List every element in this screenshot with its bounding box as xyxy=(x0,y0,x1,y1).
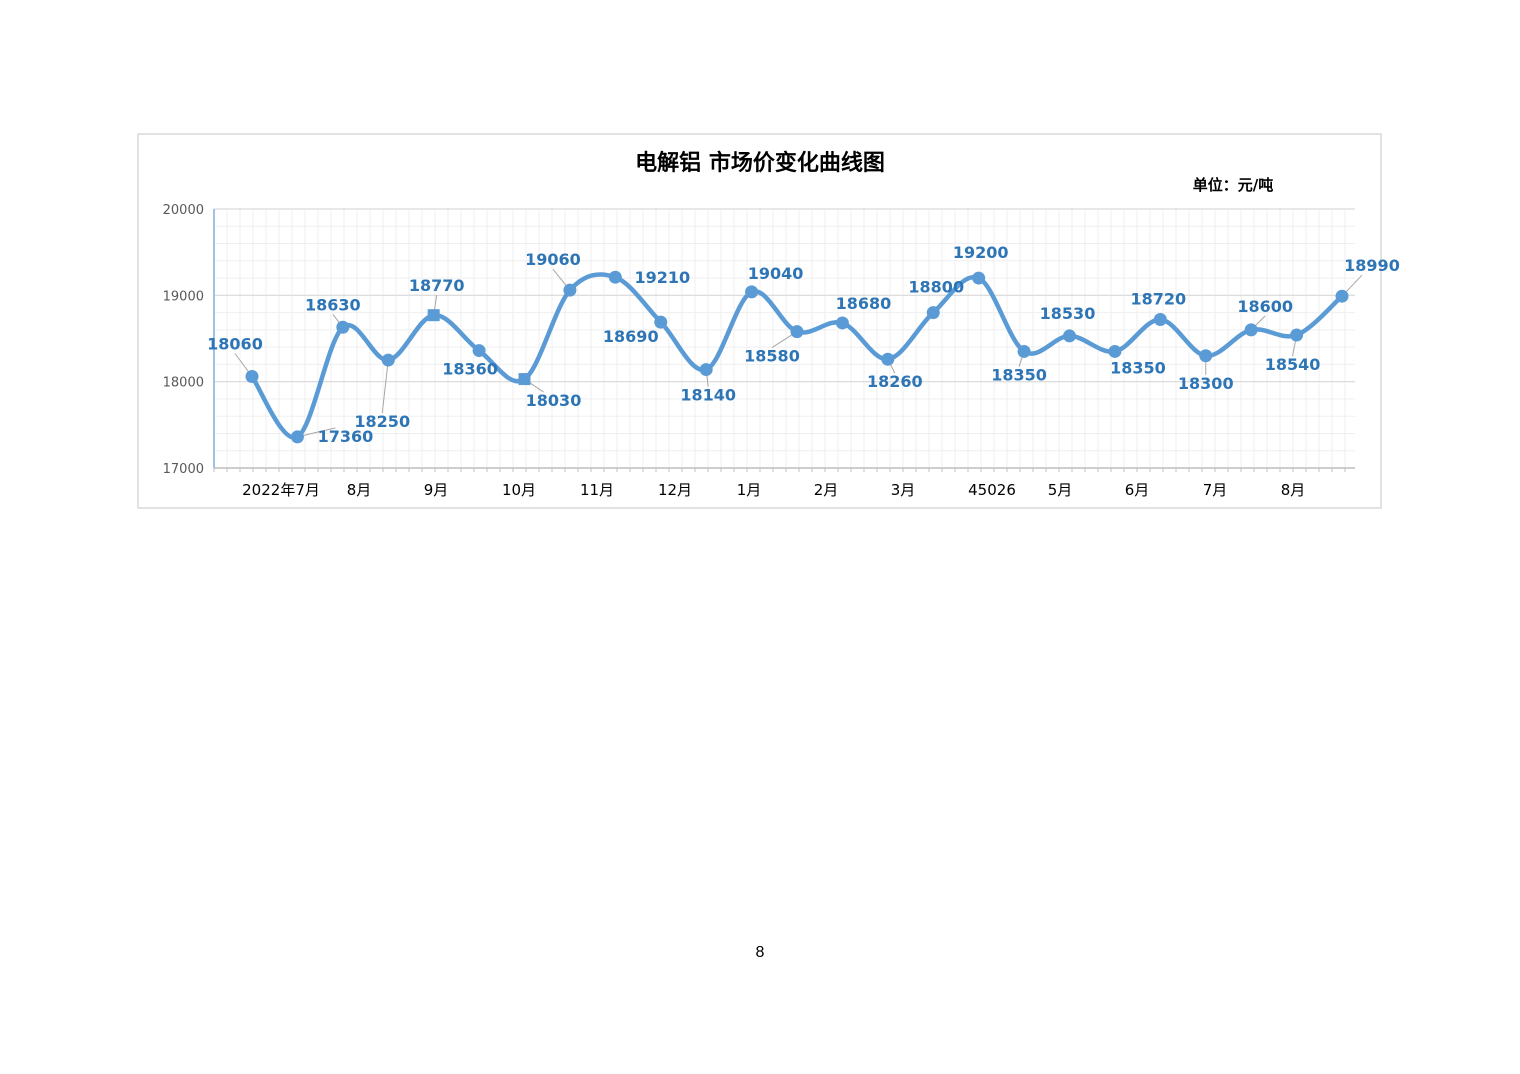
data-label: 18300 xyxy=(1178,374,1234,393)
x-tick-label: 10月 xyxy=(502,481,536,499)
data-point-marker xyxy=(972,271,986,285)
data-label: 18140 xyxy=(680,386,736,405)
x-tick-label: 12月 xyxy=(658,481,692,499)
data-point-marker xyxy=(381,353,395,367)
x-tick-label: 6月 xyxy=(1125,481,1150,499)
data-label: 18800 xyxy=(908,278,964,297)
data-label: 19060 xyxy=(525,250,581,269)
data-point-marker xyxy=(1063,329,1076,343)
y-tick-label: 19000 xyxy=(163,289,204,304)
label-leader-line xyxy=(381,360,389,414)
data-point-marker xyxy=(245,369,259,383)
data-point-marker xyxy=(1335,289,1349,303)
data-label: 18540 xyxy=(1265,355,1321,374)
x-tick-label: 8月 xyxy=(347,481,372,499)
data-point-marker xyxy=(1017,344,1031,358)
data-point-marker xyxy=(1199,349,1213,363)
data-point-marker xyxy=(290,430,304,444)
data-point-marker xyxy=(881,352,895,366)
label-leader-lines xyxy=(234,268,1363,438)
data-label: 18580 xyxy=(744,347,800,366)
data-label: 19200 xyxy=(953,243,1009,262)
data-label: 18630 xyxy=(305,295,361,314)
unit-label: 单位：元/吨 xyxy=(1193,176,1273,194)
x-tick-label: 1月 xyxy=(737,481,762,499)
data-point-marker xyxy=(1108,344,1122,358)
data-point-marker xyxy=(1290,328,1304,342)
data-label: 18600 xyxy=(1237,297,1293,316)
data-label: 18030 xyxy=(526,391,582,410)
series-line xyxy=(249,272,1345,440)
page-number: 8 xyxy=(755,944,765,961)
data-label: 18720 xyxy=(1130,290,1186,309)
data-labels: 18060 17360 18630 18250 18770 18360 18030 19060… xyxy=(207,243,1400,446)
x-tick-label: 8月 xyxy=(1281,481,1306,499)
data-point-marker xyxy=(654,315,668,329)
data-label: 17360 xyxy=(318,427,374,446)
data-label: 18260 xyxy=(867,372,923,391)
x-tick-label: 5月 xyxy=(1048,481,1073,499)
data-point-marker xyxy=(563,283,577,297)
label-leader-line xyxy=(297,427,336,438)
data-point-marker xyxy=(1153,313,1167,327)
y-tick-label: 17000 xyxy=(163,462,204,477)
x-tick-label: 45026 xyxy=(968,481,1016,499)
data-point-marker xyxy=(1244,323,1258,337)
y-tick-label: 20000 xyxy=(163,203,204,218)
data-label: 18990 xyxy=(1344,256,1400,275)
data-label: 18060 xyxy=(207,334,263,353)
x-tick-label: 2月 xyxy=(814,481,839,499)
series-markers xyxy=(245,270,1349,444)
x-axis-ticks: 2022年7月 8月 9月 10月 11月 12月 1月 2月 3月 45026 5月 6月 7月 8月 xyxy=(242,481,1305,499)
data-label: 18350 xyxy=(1110,358,1166,377)
data-label: 18250 xyxy=(354,412,410,431)
data-label: 18360 xyxy=(442,360,498,379)
data-point-marker xyxy=(472,344,486,358)
data-label: 18350 xyxy=(991,365,1047,384)
chart-title: 电解铝 市场价变化曲线图 xyxy=(635,150,885,176)
data-label: 18690 xyxy=(603,327,659,346)
x-tick-label: 9月 xyxy=(424,481,449,499)
data-point-marker xyxy=(926,306,940,320)
data-label: 18770 xyxy=(409,276,465,295)
y-tick-label: 18000 xyxy=(163,376,204,391)
data-point-marker xyxy=(790,325,804,339)
x-tick-label: 3月 xyxy=(891,481,916,499)
data-point-marker xyxy=(608,270,622,284)
data-label: 19040 xyxy=(748,264,804,283)
data-point-marker xyxy=(699,363,713,377)
data-point-marker xyxy=(518,373,531,386)
x-tick-label: 11月 xyxy=(580,481,614,499)
data-label: 19210 xyxy=(634,268,690,287)
x-tick-label: 2022年7月 xyxy=(242,481,320,499)
data-point-marker xyxy=(745,285,759,299)
data-label: 18680 xyxy=(836,294,892,313)
x-tick-label: 7月 xyxy=(1203,481,1228,499)
data-point-marker xyxy=(427,309,440,322)
axes xyxy=(213,209,1355,472)
data-label: 18530 xyxy=(1040,304,1096,323)
data-point-marker xyxy=(336,320,350,334)
data-point-marker xyxy=(835,316,849,330)
y-axis-ticks: 17000 18000 19000 20000 xyxy=(163,203,204,477)
